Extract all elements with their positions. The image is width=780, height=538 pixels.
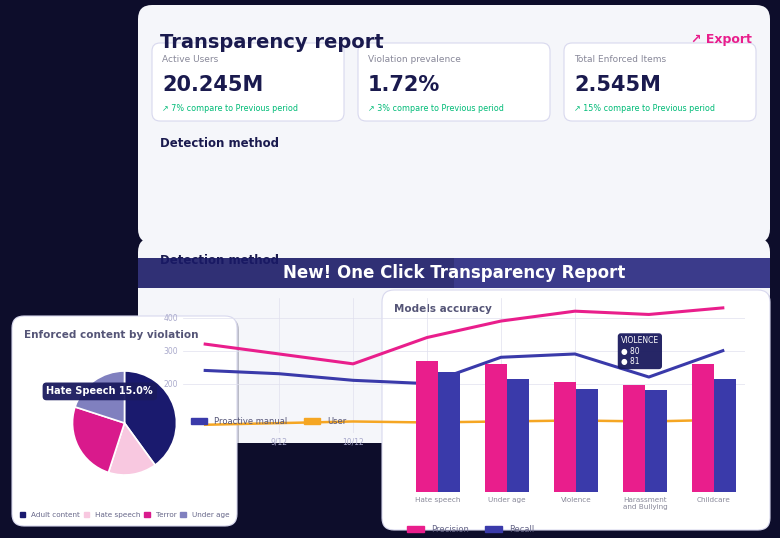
Text: Hate Speech 15.0%: Hate Speech 15.0%: [47, 386, 153, 397]
FancyBboxPatch shape: [138, 238, 770, 443]
Bar: [507, 379, 529, 492]
Bar: [692, 364, 714, 492]
Text: 2.545M: 2.545M: [574, 75, 661, 95]
Bar: [416, 362, 438, 492]
Text: New! One Click Transparency Report: New! One Click Transparency Report: [283, 264, 626, 282]
Text: Enforced content by violation: Enforced content by violation: [24, 330, 198, 340]
Wedge shape: [75, 371, 125, 423]
Bar: [645, 390, 667, 492]
Text: Transparency report: Transparency report: [160, 33, 384, 52]
FancyBboxPatch shape: [141, 8, 773, 246]
FancyBboxPatch shape: [564, 43, 756, 121]
Wedge shape: [73, 407, 125, 472]
Legend: Adult content, Hate speech, Terror, Under age: Adult content, Hate speech, Terror, Unde…: [17, 509, 232, 521]
Bar: [714, 379, 736, 492]
Legend: Proactive manual, User: Proactive manual, User: [187, 413, 349, 429]
Text: Models accuracy: Models accuracy: [394, 304, 492, 314]
FancyBboxPatch shape: [384, 292, 772, 532]
Text: Detection method: Detection method: [160, 137, 279, 150]
FancyBboxPatch shape: [14, 318, 239, 528]
FancyBboxPatch shape: [382, 290, 770, 530]
Bar: [623, 385, 645, 492]
Text: Active Users: Active Users: [162, 55, 218, 64]
Bar: [438, 372, 460, 492]
Text: VIOLENCE
● 80
● 81: VIOLENCE ● 80 ● 81: [590, 336, 659, 387]
FancyBboxPatch shape: [12, 316, 237, 526]
Text: 20.245M: 20.245M: [162, 75, 264, 95]
Wedge shape: [108, 423, 155, 475]
Text: ↗ 15% compare to Previous period: ↗ 15% compare to Previous period: [574, 104, 715, 113]
Bar: [485, 364, 507, 492]
FancyBboxPatch shape: [358, 43, 550, 121]
Text: Detection method: Detection method: [160, 254, 279, 267]
FancyBboxPatch shape: [138, 5, 770, 243]
Text: ↗ 3% compare to Previous period: ↗ 3% compare to Previous period: [368, 104, 504, 113]
Text: 1.72%: 1.72%: [368, 75, 440, 95]
FancyBboxPatch shape: [141, 241, 773, 446]
Wedge shape: [125, 371, 176, 465]
Text: Violation prevalence: Violation prevalence: [368, 55, 461, 64]
Text: Total Enforced Items: Total Enforced Items: [574, 55, 666, 64]
Text: ↗ Export: ↗ Export: [691, 33, 752, 46]
Bar: [554, 382, 576, 492]
Legend: Precision, Recall: Precision, Recall: [404, 522, 537, 537]
Text: ↗ 7% compare to Previous period: ↗ 7% compare to Previous period: [162, 104, 298, 113]
Bar: [576, 389, 598, 492]
FancyBboxPatch shape: [152, 43, 344, 121]
